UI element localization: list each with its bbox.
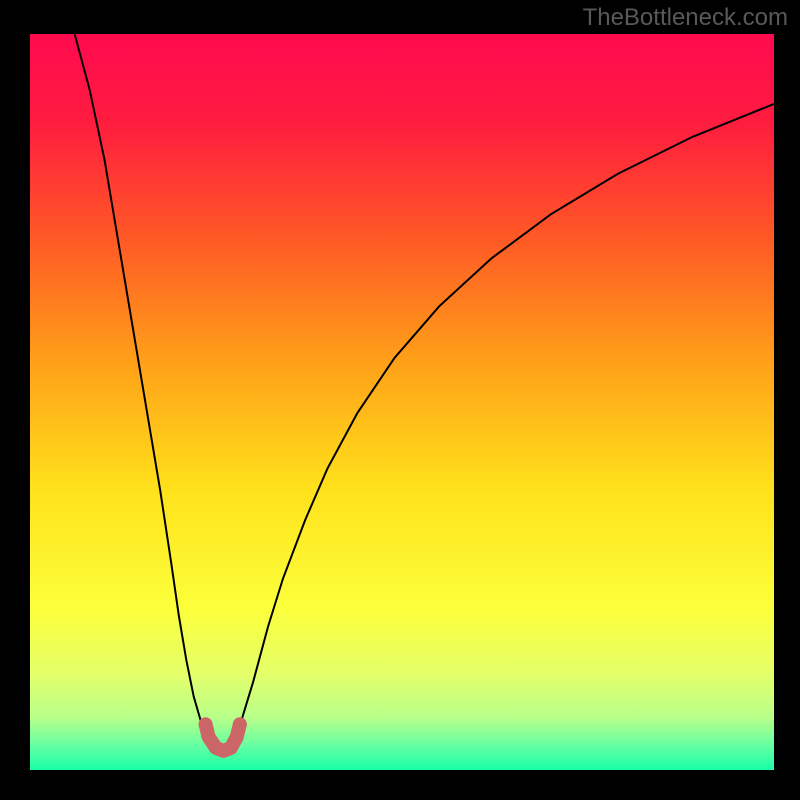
bottleneck-chart xyxy=(0,0,800,800)
chart-frame: TheBottleneck.com xyxy=(0,0,800,800)
plot-background xyxy=(30,34,774,770)
watermark-text: TheBottleneck.com xyxy=(583,4,788,32)
